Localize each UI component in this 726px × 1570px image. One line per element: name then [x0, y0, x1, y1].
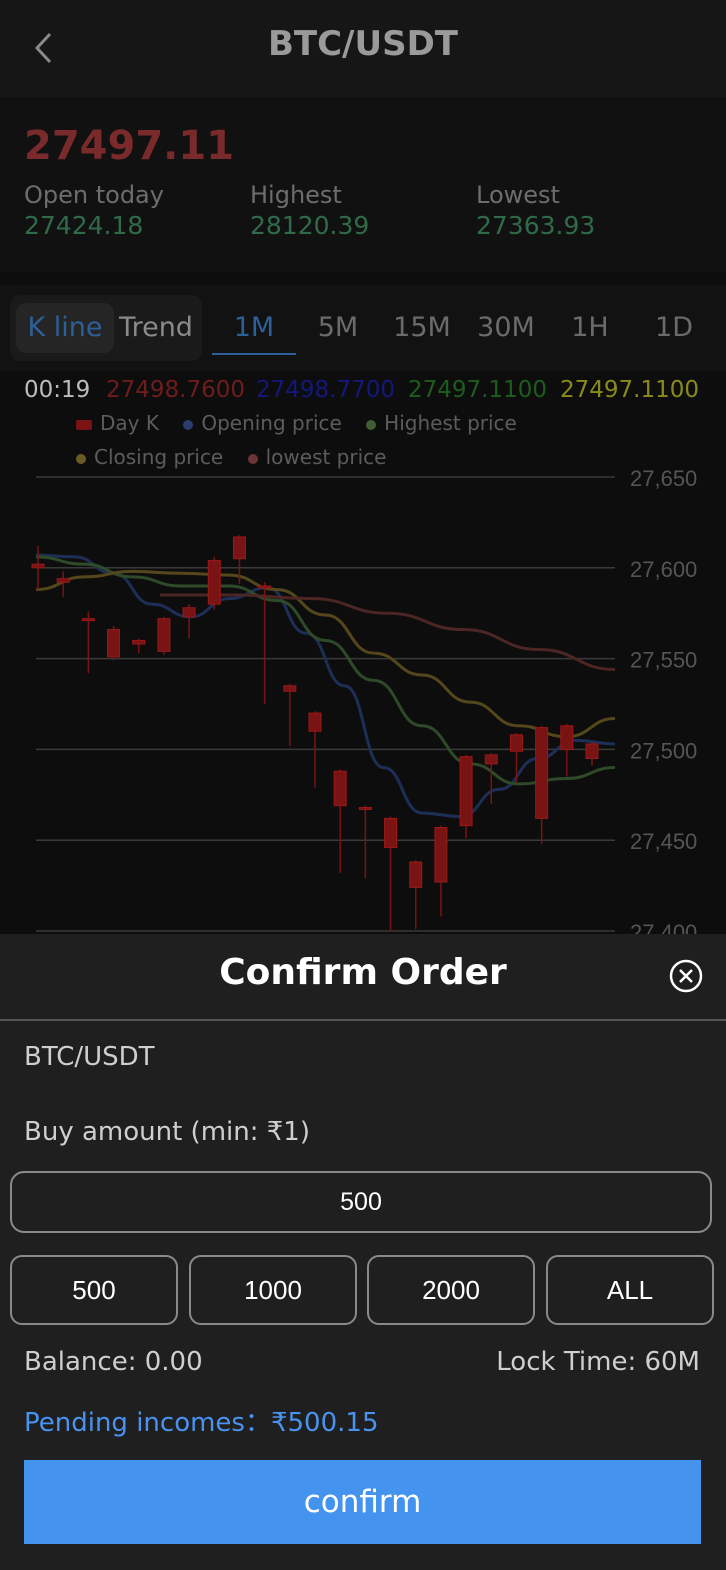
confirm-button[interactable]: confirm [24, 1460, 701, 1544]
kline-chart[interactable]: 00:19 27498.7600 27498.7700 27497.1100 2… [0, 371, 726, 934]
candle-body [585, 743, 599, 759]
tab-trend[interactable]: Trend [119, 312, 193, 343]
readout-value-3: 27497.1100 [408, 377, 548, 403]
amount-input[interactable] [10, 1171, 712, 1233]
close-icon[interactable] [668, 958, 704, 994]
candle-body [157, 618, 171, 652]
candle-body [409, 861, 423, 888]
candle-body [107, 629, 121, 658]
y-tick-label: 27,500 [630, 738, 697, 763]
quick-amount-2000[interactable]: 2000 [367, 1255, 535, 1325]
quick-amount-1000[interactable]: 1000 [189, 1255, 357, 1325]
candle-body [484, 754, 498, 765]
lock-time-text: Lock Time: 60M [496, 1347, 700, 1377]
candle-body [358, 807, 372, 811]
candle-body [207, 560, 221, 605]
candle-body [283, 685, 297, 692]
readout-value-2: 27498.7700 [256, 377, 396, 403]
page-title: BTC/USDT [268, 24, 458, 64]
stat-open: Open today 27424.18 [24, 181, 164, 240]
series-line-1 [35, 555, 616, 786]
chart-tabs: K line Trend 1M 5M 15M 30M 1H 1D [0, 285, 726, 371]
view-mode-toggle: K line Trend [10, 295, 202, 361]
candle-body [81, 618, 95, 622]
legend-opening[interactable]: Opening price [183, 411, 342, 435]
low-value: 27363.93 [476, 211, 596, 240]
y-tick-label: 27,600 [630, 557, 697, 582]
stat-high: Highest 28120.39 [250, 181, 369, 240]
legend-closing-label: Closing price [94, 445, 224, 469]
high-label: Highest [250, 181, 342, 209]
readout-value-4: 27497.1100 [560, 377, 700, 403]
balance-text: Balance: 0.00 [24, 1347, 203, 1377]
open-value: 27424.18 [24, 211, 144, 240]
candle-body [560, 725, 574, 750]
chart-legend: Day K Opening price Highest price Closin… [76, 411, 676, 479]
confirm-order-sheet: Confirm Order BTC/USDT Buy amount (min: … [0, 934, 726, 1570]
candle-body [182, 607, 196, 618]
series-line-2 [35, 569, 616, 739]
legend-day-k-label: Day K [100, 411, 159, 435]
legend-lowest-label: lowest price [265, 445, 387, 469]
legend-highest[interactable]: Highest price [366, 411, 517, 435]
y-tick-label: 27,400 [630, 920, 697, 934]
tab-15m[interactable]: 15M [393, 312, 451, 343]
high-value: 28120.39 [250, 211, 370, 240]
candle-body [384, 817, 398, 848]
candle-body [333, 770, 347, 807]
candle-body [258, 585, 272, 589]
tab-5m[interactable]: 5M [317, 312, 359, 343]
candle-body [56, 578, 70, 583]
sheet-title: Confirm Order [219, 952, 507, 993]
last-price: 27497.11 [24, 123, 235, 169]
legend-opening-label: Opening price [201, 411, 342, 435]
series-line-0 [35, 553, 616, 819]
candle-body [459, 756, 473, 827]
stat-low: Lowest 27363.93 [476, 181, 595, 240]
candle-body [132, 639, 146, 645]
series-line-3 [160, 593, 616, 671]
tab-kline[interactable]: K line [16, 303, 114, 353]
y-tick-label: 27,550 [630, 648, 697, 673]
low-label: Lowest [476, 181, 560, 209]
y-tick-label: 27,450 [630, 829, 697, 854]
buy-amount-label: Buy amount (min: ₹1) [24, 1117, 310, 1147]
legend-lowest[interactable]: lowest price [247, 445, 387, 469]
legend-closing[interactable]: Closing price [76, 445, 223, 469]
candle-body [535, 727, 549, 819]
candle-body [232, 536, 246, 560]
legend-highest-label: Highest price [384, 411, 517, 435]
readout-value-1: 27498.7600 [106, 377, 246, 403]
quick-amount-all[interactable]: ALL [546, 1255, 714, 1325]
back-arrow-icon[interactable] [26, 28, 66, 68]
y-tick-label: 27,650 [630, 466, 697, 491]
order-pair: BTC/USDT [24, 1042, 155, 1072]
header: BTC/USDT [0, 0, 726, 97]
divider [0, 1019, 726, 1021]
candle-body [31, 563, 45, 569]
price-panel: 27497.11 Open today 27424.18 Highest 281… [0, 97, 726, 272]
quick-amount-500[interactable]: 500 [10, 1255, 178, 1325]
tab-1m[interactable]: 1M [212, 303, 296, 355]
readout-time: 00:19 [24, 377, 91, 403]
candle-body [308, 712, 322, 732]
tab-1h[interactable]: 1H [571, 312, 609, 343]
tab-1d[interactable]: 1D [655, 312, 693, 343]
legend-day-k[interactable]: Day K [76, 411, 159, 435]
tab-30m[interactable]: 30M [477, 312, 535, 343]
candle-body [509, 734, 523, 752]
pending-incomes: Pending incomes：₹500.15 [24, 1408, 379, 1438]
open-label: Open today [24, 181, 164, 209]
candle-body [434, 826, 448, 883]
chart-plot: 27,650 27,600 27,550 27,500 27,450 27,400 [31, 466, 697, 934]
